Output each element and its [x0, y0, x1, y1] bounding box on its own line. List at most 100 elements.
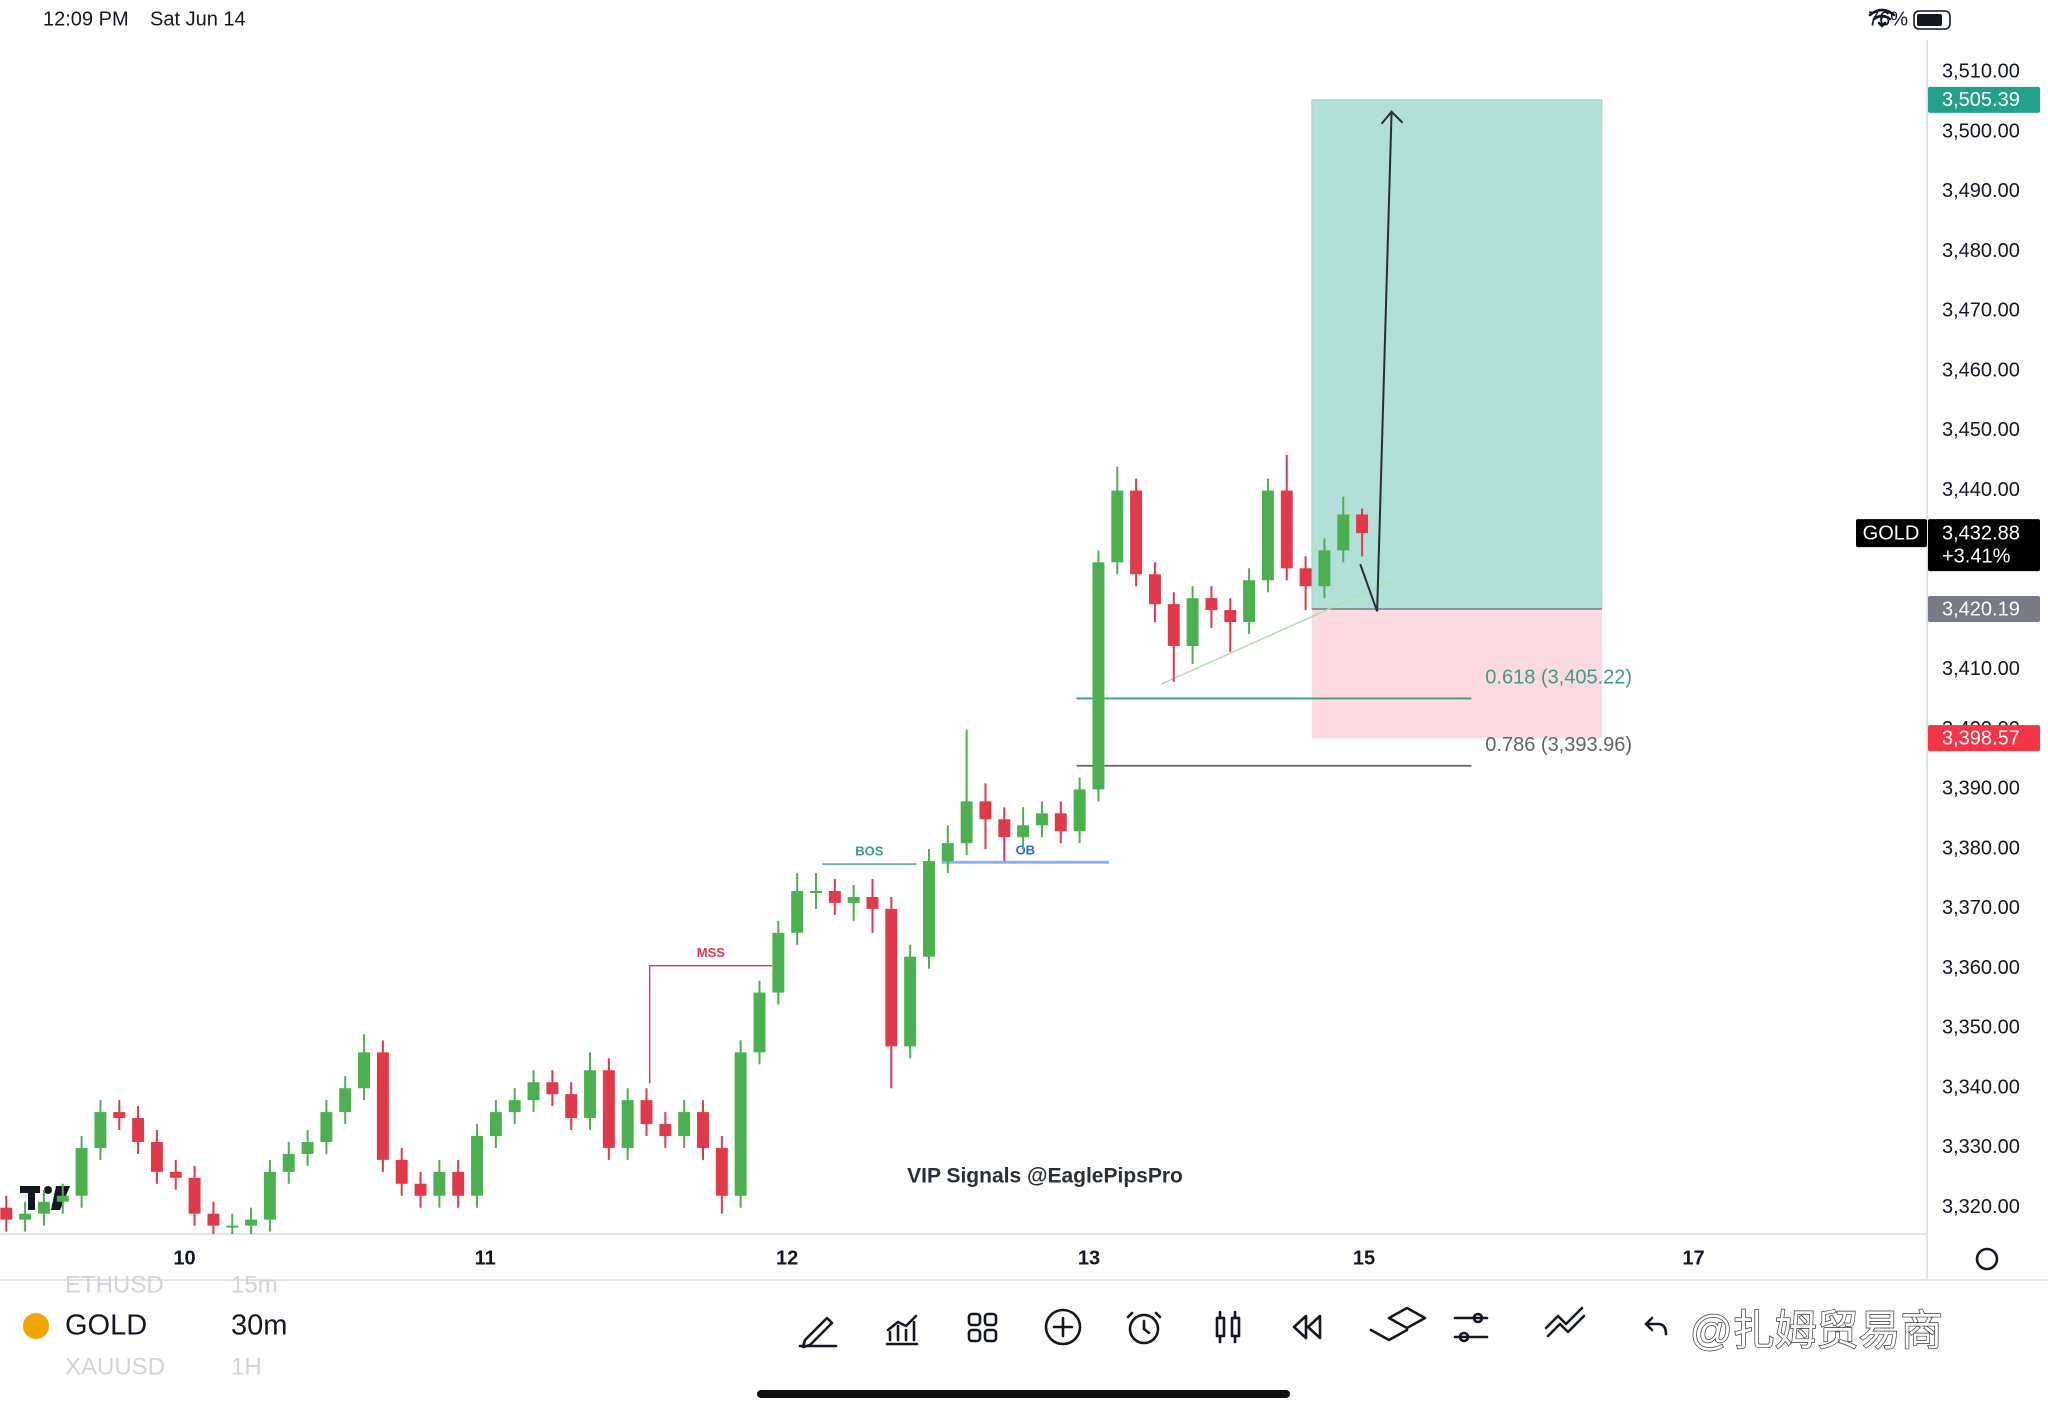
- candle-body: [94, 1112, 107, 1148]
- current-price-bg: [1928, 519, 2040, 572]
- candle-body: [923, 861, 935, 957]
- current-change: +3.41%: [1942, 545, 2011, 567]
- candle-body: [565, 1094, 578, 1119]
- candle-body: [1318, 550, 1331, 587]
- candle-body: [753, 992, 766, 1053]
- toolbar-icons: [798, 1306, 1668, 1349]
- candle-body: [1054, 813, 1067, 832]
- interval[interactable]: 30m: [231, 1310, 287, 1342]
- next-interval: 1H: [231, 1353, 262, 1380]
- x-tick-label: 17: [1682, 1247, 1704, 1269]
- x-tick-label: 15: [1353, 1247, 1375, 1269]
- undo-icon[interactable]: [1644, 1316, 1668, 1336]
- stop-tag-bg: [1928, 725, 2040, 752]
- candle-body: [941, 843, 954, 862]
- symbol[interactable]: GOLD: [65, 1310, 147, 1342]
- x-tick-label: 10: [173, 1247, 195, 1269]
- entry-tag: 3,420.19: [1942, 598, 2020, 620]
- y-tick-label: 3,370.00: [1942, 897, 2020, 919]
- candle-body: [489, 1112, 502, 1136]
- candle-body: [979, 801, 992, 820]
- candle-body: [414, 1183, 427, 1196]
- candle-body: [715, 1147, 728, 1196]
- indicators-icon[interactable]: [885, 1314, 919, 1346]
- y-tick-label: 3,460.00: [1942, 359, 2020, 381]
- x-tick-label: 11: [475, 1247, 496, 1269]
- candle-body: [207, 1213, 220, 1226]
- y-tick-label: 3,350.00: [1942, 1017, 2020, 1039]
- alert-icon[interactable]: [1126, 1311, 1162, 1345]
- candle-body: [678, 1112, 691, 1136]
- target-tag-bg: [1928, 86, 2040, 113]
- settings-bar-icon[interactable]: [1453, 1312, 1489, 1343]
- candle-body: [1243, 580, 1256, 623]
- y-tick-label: 3,440.00: [1942, 479, 2020, 501]
- candle-body: [866, 896, 879, 909]
- candle-body: [1035, 813, 1048, 826]
- draw-icon[interactable]: [798, 1316, 838, 1349]
- candle-body: [998, 819, 1011, 838]
- settings-icon[interactable]: [1975, 1247, 1999, 1271]
- candle-body: [1356, 514, 1369, 534]
- candle-body: [1261, 490, 1274, 581]
- bos-label: BOS: [855, 844, 884, 859]
- y-tick-label: 3,500.00: [1942, 120, 2020, 142]
- add-icon[interactable]: [1044, 1308, 1082, 1346]
- candle-body: [791, 890, 804, 933]
- candle-body: [339, 1088, 352, 1113]
- fib-label: 0.786 (3,393.96): [1485, 734, 1632, 756]
- candle-body: [0, 1207, 13, 1220]
- replay-bars-icon[interactable]: [1215, 1310, 1241, 1344]
- y-tick-label: 3,470.00: [1942, 300, 2020, 322]
- candle-body: [1224, 610, 1237, 623]
- candle-body: [19, 1213, 32, 1220]
- candle-body: [527, 1082, 540, 1101]
- candle-body: [621, 1100, 634, 1148]
- candle-body: [358, 1052, 371, 1089]
- stop-tag: 3,398.57: [1942, 727, 2020, 749]
- prev-symbol: ETHUSD: [65, 1271, 164, 1298]
- layers-icon[interactable]: [1369, 1306, 1427, 1342]
- current-name-bg: [1856, 519, 1927, 548]
- y-tick-label: 3,480.00: [1942, 240, 2020, 262]
- rewind-icon[interactable]: [1292, 1314, 1322, 1340]
- target-tag: 3,505.39: [1942, 89, 2020, 111]
- candle-body: [433, 1171, 446, 1196]
- prev-interval: 15m: [231, 1271, 278, 1298]
- symbol-icon: [23, 1313, 49, 1339]
- candle-body: [1167, 604, 1180, 646]
- candle-body: [960, 801, 973, 844]
- candle-body: [734, 1052, 747, 1196]
- candle-body: [75, 1147, 88, 1196]
- candle-body: [810, 890, 822, 893]
- candle-body: [904, 956, 917, 1047]
- candle-body: [828, 890, 841, 903]
- candle-body: [150, 1141, 163, 1172]
- candle-body: [395, 1159, 408, 1184]
- candle-body: [452, 1171, 465, 1196]
- layout-icon[interactable]: [967, 1312, 998, 1343]
- candle-body: [471, 1135, 484, 1196]
- y-tick-label: 3,330.00: [1942, 1136, 2020, 1158]
- y-tick-label: 3,380.00: [1942, 837, 2020, 859]
- candle-body: [1017, 825, 1030, 838]
- candle-body: [1111, 490, 1124, 563]
- candle-body: [1092, 562, 1105, 790]
- y-tick-label: 3,390.00: [1942, 778, 2020, 800]
- candle-body: [226, 1225, 239, 1228]
- compare-icon[interactable]: [1544, 1306, 1586, 1338]
- arrow-head: [1380, 110, 1404, 125]
- profit-zone: [1311, 99, 1603, 610]
- x-tick-label: 12: [776, 1247, 798, 1269]
- candle-body: [132, 1118, 145, 1142]
- arrow-path: [1359, 111, 1393, 612]
- y-tick-label: 3,450.00: [1942, 419, 2020, 441]
- plot-area: 0.618 (3,405.22) 0.786 (3,393.96) MSS BOS OB…: [0, 99, 1632, 1234]
- y-tick-label: 3,510.00: [1942, 61, 2020, 83]
- candle-body: [376, 1052, 389, 1160]
- y-tick-label: 3,490.00: [1942, 180, 2020, 202]
- overlay-watermark: @扎姆贸易商: [1690, 1307, 1943, 1354]
- battery-level: [1917, 14, 1942, 26]
- candle-body: [772, 932, 785, 993]
